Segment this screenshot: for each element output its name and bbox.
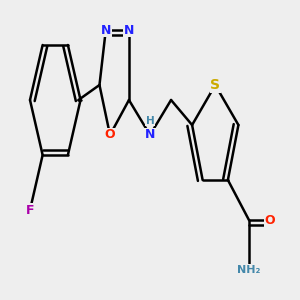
- Text: H: H: [146, 116, 154, 126]
- Text: N: N: [145, 128, 155, 142]
- Text: N: N: [100, 23, 111, 37]
- Text: NH₂: NH₂: [237, 265, 261, 275]
- Text: N: N: [124, 23, 134, 37]
- Text: O: O: [105, 128, 115, 142]
- Text: S: S: [210, 78, 220, 92]
- Text: F: F: [26, 203, 34, 217]
- Text: O: O: [265, 214, 275, 226]
